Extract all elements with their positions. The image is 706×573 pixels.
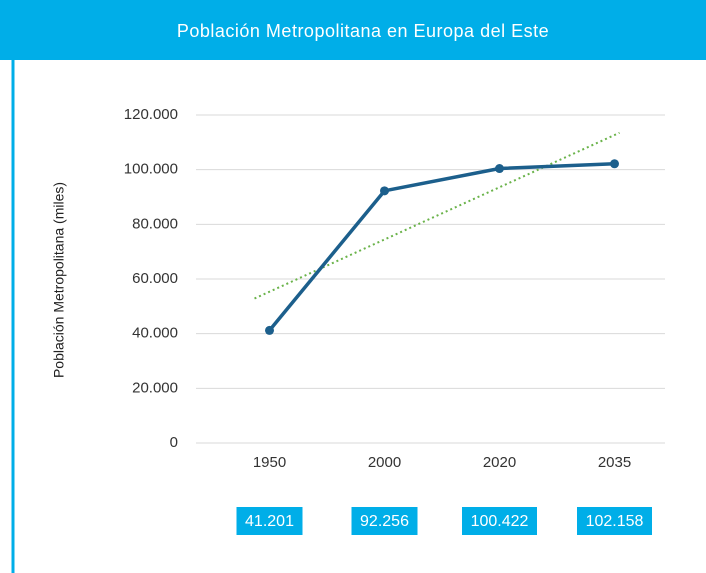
value-label: 92.256 [360, 513, 409, 530]
value-label: 102.158 [586, 513, 644, 530]
point [380, 186, 389, 196]
x-tick-label: 1950 [253, 454, 286, 471]
point [265, 325, 274, 335]
y-tick-label: 120.000 [124, 106, 178, 123]
y-tick-label: 40.000 [132, 325, 178, 342]
y-tick-label: 80.000 [132, 215, 178, 232]
y-tick-label: 60.000 [132, 270, 178, 287]
x-tick-label: 2020 [483, 454, 516, 471]
y-tick-label: 20.000 [132, 379, 178, 396]
value-label-box [351, 507, 418, 535]
x-tick-label: 2000 [368, 454, 401, 471]
x-tick-label: 2035 [598, 454, 631, 471]
y-tick-label: 0 [170, 434, 178, 451]
point [495, 164, 504, 174]
value-label: 100.422 [471, 513, 529, 530]
trendline [254, 131, 620, 300]
value-label: 41.201 [245, 513, 294, 530]
chart-title: Población Metropolitana en Europa del Es… [177, 21, 549, 41]
point [610, 159, 619, 169]
series-line [268, 162, 615, 332]
value-label-box [462, 507, 537, 535]
y-tick-label: 100.000 [124, 161, 178, 178]
value-label-box [577, 507, 652, 535]
y-axis-title: Población Metropolitana (miles) [51, 182, 67, 378]
header-bar [0, 0, 706, 60]
value-label-box [236, 507, 303, 535]
